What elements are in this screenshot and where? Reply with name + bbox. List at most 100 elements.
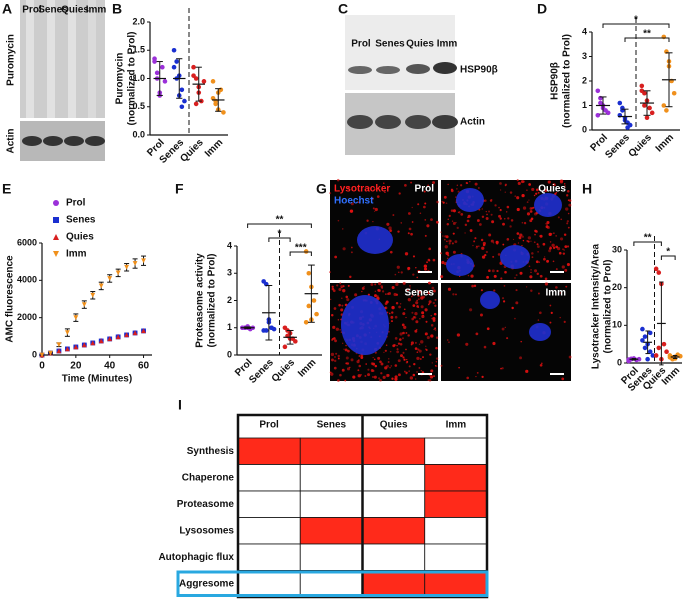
puncta [379, 360, 382, 364]
puncta [381, 287, 383, 289]
dot [656, 345, 662, 351]
marker [132, 261, 138, 266]
puncta [519, 356, 523, 360]
puncta [562, 248, 564, 250]
puncta [361, 286, 365, 290]
puncta [466, 219, 470, 223]
x-tick-label: Quies [627, 132, 655, 160]
puncta [391, 286, 395, 290]
puncta [431, 362, 433, 364]
band [405, 115, 431, 129]
dot [171, 47, 177, 53]
marker [73, 315, 79, 321]
puncta [417, 294, 420, 297]
column-header: Imm [446, 420, 467, 431]
field-label: Senes [405, 288, 435, 299]
puncta [434, 329, 437, 331]
x-tick-label: 40 [104, 361, 116, 372]
puncta [536, 272, 539, 276]
puncta [341, 342, 344, 345]
puncta [416, 289, 419, 292]
field-label: Quies [538, 184, 566, 195]
puncta [416, 371, 418, 373]
puncta [386, 292, 390, 296]
puncta [563, 320, 566, 323]
puncta [342, 285, 345, 288]
y-tick-label: 3 [582, 51, 587, 61]
puncta [547, 180, 551, 184]
puncta [481, 375, 484, 379]
blot-a: A Prol Senes Quies Imm Puromycin Actin [2, 0, 106, 161]
puncta [538, 261, 541, 263]
puncta [357, 201, 360, 204]
puncta [350, 251, 353, 254]
puncta [424, 234, 427, 237]
marker [90, 292, 96, 298]
table-cell [237, 517, 301, 545]
puncta [376, 195, 380, 198]
significance-label: * [278, 229, 282, 240]
puncta [408, 365, 411, 368]
puncta [543, 256, 546, 258]
puncta [450, 188, 454, 191]
significance-label: *** [295, 243, 307, 254]
puncta [441, 260, 445, 265]
table-cell [299, 517, 363, 545]
puncta [452, 222, 456, 225]
x-tick-label: Quies [270, 357, 298, 385]
y-tick-label: 0.0 [132, 129, 145, 139]
puncta [492, 242, 495, 244]
puncta [497, 253, 501, 256]
puncta [535, 192, 538, 195]
table-cell [237, 437, 301, 465]
puncta [564, 245, 568, 249]
puncta [406, 358, 408, 361]
dot [210, 79, 216, 84]
puncta [418, 367, 421, 369]
puncta [385, 293, 387, 295]
puncta [484, 199, 487, 202]
puncta [428, 247, 432, 251]
dot [201, 79, 207, 84]
puncta [345, 344, 347, 347]
puncta [432, 258, 436, 262]
puncta [515, 289, 518, 292]
puncta [416, 351, 419, 354]
puncta [400, 271, 403, 274]
puncta [401, 331, 405, 335]
puncta [457, 190, 460, 193]
dot [653, 266, 659, 272]
puncta [490, 213, 493, 216]
puncta [498, 206, 500, 209]
table-cell [362, 490, 426, 518]
significance-bracket [268, 237, 291, 242]
puncta [519, 271, 523, 275]
puncta [525, 286, 528, 288]
puncta [436, 365, 438, 367]
puncta [412, 273, 415, 276]
puncta [370, 362, 374, 365]
marker [98, 338, 104, 344]
puncta [417, 203, 420, 206]
puncta [380, 372, 383, 375]
puncta [567, 226, 570, 229]
puncta [340, 286, 343, 289]
band [376, 66, 400, 74]
puncta [440, 275, 444, 279]
puncta [540, 362, 543, 365]
puncta [414, 312, 418, 316]
puncta [550, 311, 553, 314]
puncta [499, 189, 502, 191]
puncta [333, 359, 337, 363]
puncta [393, 292, 397, 297]
puncta [530, 240, 532, 242]
puncta [329, 298, 332, 301]
dot [282, 344, 288, 350]
puncta [403, 325, 407, 329]
marker [64, 346, 70, 352]
puncta [341, 304, 344, 307]
puncta [565, 207, 569, 211]
puncta [546, 225, 550, 230]
puncta [464, 223, 468, 227]
puncta [499, 182, 502, 185]
